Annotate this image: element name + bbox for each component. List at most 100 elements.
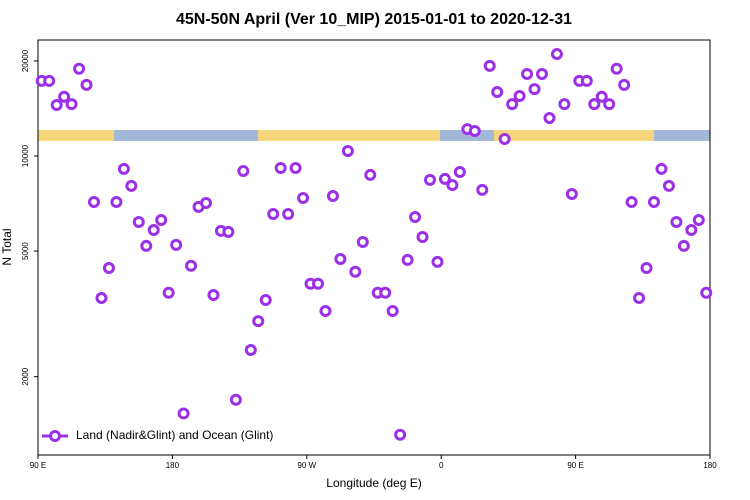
data-point bbox=[677, 239, 690, 252]
data-point bbox=[491, 86, 504, 99]
data-point bbox=[513, 89, 526, 102]
data-point bbox=[244, 344, 257, 357]
y-tick-label: 20000 bbox=[21, 49, 30, 72]
data-point bbox=[543, 112, 556, 125]
data-point bbox=[140, 239, 153, 252]
data-point bbox=[289, 162, 302, 175]
land-band bbox=[258, 130, 440, 141]
data-point bbox=[267, 208, 280, 221]
data-point bbox=[588, 98, 601, 111]
data-point bbox=[468, 124, 481, 137]
data-point bbox=[73, 62, 86, 75]
data-point bbox=[341, 145, 354, 158]
chart-title: 45N-50N April (Ver 10_MIP) 2015-01-01 to… bbox=[176, 11, 572, 28]
data-point bbox=[334, 252, 347, 265]
data-point bbox=[670, 215, 683, 228]
x-tick-label: 180 bbox=[166, 461, 180, 470]
data-point bbox=[222, 225, 235, 238]
data-point bbox=[297, 192, 310, 205]
data-point bbox=[319, 304, 332, 317]
data-point bbox=[618, 78, 631, 91]
data-point bbox=[326, 189, 339, 202]
data-point bbox=[558, 98, 571, 111]
data-point bbox=[237, 165, 250, 178]
land-band bbox=[494, 130, 654, 141]
data-point bbox=[58, 90, 71, 103]
land-band bbox=[38, 130, 114, 141]
data-point bbox=[394, 428, 407, 441]
data-point bbox=[80, 78, 93, 91]
data-point bbox=[476, 183, 489, 196]
data-point bbox=[170, 238, 183, 251]
data-point bbox=[117, 162, 130, 175]
data-point bbox=[110, 196, 123, 209]
data-point bbox=[356, 236, 369, 249]
data-point bbox=[282, 208, 295, 221]
data-point bbox=[132, 215, 145, 228]
data-point bbox=[50, 99, 63, 112]
y-tick-label: 5000 bbox=[21, 242, 30, 260]
plot-frame bbox=[37, 39, 711, 456]
data-point bbox=[386, 304, 399, 317]
legend-marker bbox=[49, 430, 61, 442]
x-tick-label: 180 bbox=[703, 461, 717, 470]
data-point bbox=[102, 261, 115, 274]
data-point bbox=[565, 187, 578, 200]
data-point bbox=[364, 168, 377, 181]
data-point bbox=[416, 230, 429, 243]
x-tick-label: 90 E bbox=[567, 461, 583, 470]
legend-label: Land (Nadir&Glint) and Ocean (Glint) bbox=[76, 428, 273, 442]
map-strip bbox=[38, 130, 710, 141]
x-tick-label: 0 bbox=[439, 461, 444, 470]
data-point bbox=[453, 165, 466, 178]
data-point bbox=[177, 407, 190, 420]
data-point bbox=[610, 62, 623, 75]
data-point bbox=[506, 98, 519, 111]
data-point bbox=[274, 162, 287, 175]
x-axis-label: Longitude (deg E) bbox=[326, 476, 421, 490]
data-point bbox=[580, 74, 593, 87]
data-point bbox=[528, 83, 541, 96]
data-point bbox=[640, 261, 653, 274]
data-point bbox=[431, 255, 444, 268]
y-tick-label: 10000 bbox=[21, 144, 30, 167]
data-point bbox=[155, 214, 168, 227]
data-point bbox=[409, 210, 422, 223]
y-axis-label: N Total bbox=[0, 228, 14, 265]
data-point bbox=[349, 265, 362, 278]
y-tick-label: 2000 bbox=[21, 367, 30, 385]
data-point bbox=[200, 196, 212, 209]
data-point bbox=[401, 253, 414, 266]
data-point bbox=[700, 286, 713, 299]
data-point bbox=[379, 286, 392, 299]
data-point bbox=[648, 196, 660, 209]
data-point bbox=[229, 393, 242, 406]
data-point bbox=[43, 74, 56, 87]
data-point bbox=[162, 286, 175, 299]
data-point bbox=[625, 196, 638, 209]
x-tick-label: 90 W bbox=[297, 461, 316, 470]
data-point bbox=[550, 48, 563, 61]
data-point bbox=[498, 132, 511, 145]
data-point bbox=[446, 179, 459, 192]
data-point bbox=[536, 68, 548, 81]
data-point bbox=[662, 179, 675, 192]
data-point bbox=[685, 223, 698, 236]
data-point bbox=[259, 293, 272, 306]
data-point bbox=[252, 315, 265, 328]
data-point bbox=[692, 214, 705, 227]
data-point bbox=[207, 288, 220, 301]
data-point bbox=[424, 173, 436, 186]
data-point bbox=[147, 223, 160, 236]
x-tick-label: 90 E bbox=[30, 461, 46, 470]
data-point bbox=[95, 292, 108, 305]
data-point bbox=[88, 196, 100, 209]
data-point bbox=[655, 162, 668, 175]
data-point bbox=[521, 68, 534, 81]
data-point bbox=[438, 172, 451, 185]
data-point bbox=[125, 179, 138, 192]
data-point bbox=[185, 259, 198, 272]
data-point bbox=[595, 90, 608, 103]
